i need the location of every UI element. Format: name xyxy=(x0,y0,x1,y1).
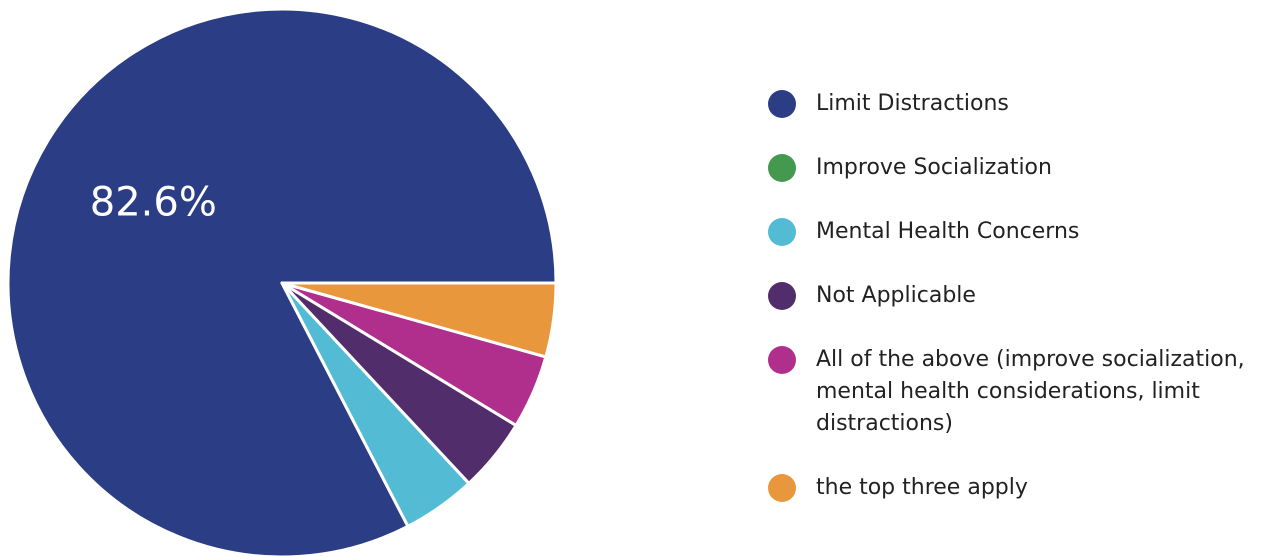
pie-slice-5 xyxy=(280,281,558,359)
legend-label: the top three apply xyxy=(816,475,1028,500)
legend-swatch-icon xyxy=(768,218,796,246)
legend-item-improve-socialization: Improve Socialization xyxy=(768,152,1258,184)
legend-item-all-of-the-above: All of the above (improve socialization,… xyxy=(768,344,1258,440)
legend-swatch-icon xyxy=(768,282,796,310)
legend-item-top-three-apply: the top three apply xyxy=(768,472,1258,504)
legend-swatch-icon xyxy=(768,474,796,502)
legend-swatch-icon xyxy=(768,346,796,374)
legend-label: Not Applicable xyxy=(816,283,976,308)
legend-swatch-icon xyxy=(768,154,796,182)
legend-item-mental-health-concerns: Mental Health Concerns xyxy=(768,216,1258,248)
chart-legend: Limit Distractions Improve Socialization… xyxy=(768,88,1258,536)
pie-chart: 82.6% xyxy=(6,7,558,557)
legend-label: Improve Socialization xyxy=(816,155,1052,180)
legend-item-limit-distractions: Limit Distractions xyxy=(768,88,1258,120)
legend-swatch-icon xyxy=(768,90,796,118)
pie-slice-data-label: 82.6% xyxy=(90,180,217,226)
legend-label: Mental Health Concerns xyxy=(816,219,1080,244)
legend-label: Limit Distractions xyxy=(816,91,1009,116)
legend-label: All of the above (improve socialization,… xyxy=(816,347,1245,436)
legend-item-not-applicable: Not Applicable xyxy=(768,280,1258,312)
